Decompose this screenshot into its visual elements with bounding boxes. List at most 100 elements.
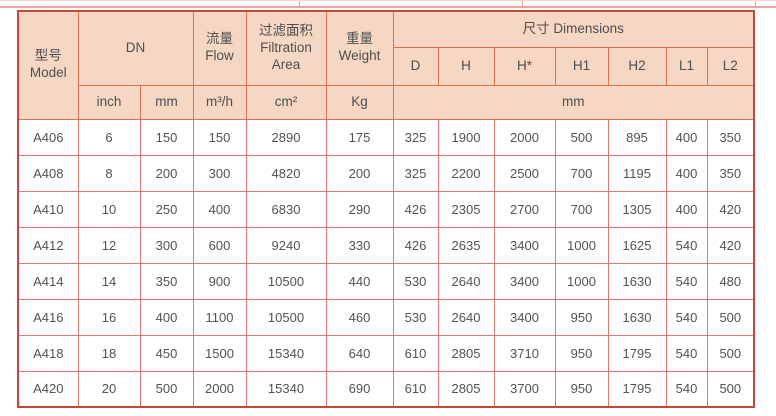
cell-d: 426 <box>392 190 439 228</box>
cell-model: A418 <box>17 334 79 372</box>
cell-flow: 1100 <box>192 298 247 336</box>
cell-h1: 950 <box>554 370 609 408</box>
header-dim-d: D <box>392 46 439 86</box>
header-model-en: Model <box>29 65 67 81</box>
table-row: A420 20 500 2000 15340 690 610 2805 3700… <box>17 370 755 408</box>
cell-model: A414 <box>17 262 79 300</box>
header-model-zh: 型号 <box>34 48 62 64</box>
cell-l1: 540 <box>665 334 708 372</box>
cell-area: 15340 <box>245 334 327 372</box>
cell-area: 10500 <box>245 262 327 300</box>
cell-flow: 150 <box>192 118 247 156</box>
cell-l2: 500 <box>706 370 755 408</box>
cell-weight: 640 <box>325 334 394 372</box>
cell-h: 2640 <box>437 262 495 300</box>
cell-l1: 400 <box>665 154 708 192</box>
cell-l1: 540 <box>665 298 708 336</box>
cell-l2: 500 <box>706 334 755 372</box>
previous-table-bottom-edge <box>0 0 776 8</box>
header-row-1: 型号 Model DN 流量 Flow 过滤面积 Filtration Area… <box>17 10 755 120</box>
cell-area: 15340 <box>245 370 327 408</box>
cell-inch: 16 <box>77 298 141 336</box>
cell-l2: 420 <box>706 190 755 228</box>
header-filtration-en1: Filtration <box>260 39 312 55</box>
cell-mm: 200 <box>139 154 194 192</box>
cell-weight: 330 <box>325 226 394 264</box>
cell-d: 610 <box>392 370 439 408</box>
table-row: A412 12 300 600 9240 330 426 2635 3400 1… <box>17 226 755 264</box>
cell-d: 325 <box>392 154 439 192</box>
header-row-3: inch mm m³/h cm² Kg mm <box>18 84 755 120</box>
cell-h: 2200 <box>437 154 495 192</box>
cell-mm: 400 <box>139 298 194 336</box>
cell-weight: 690 <box>325 370 394 408</box>
cell-flow: 2000 <box>192 370 247 408</box>
cell-mm: 450 <box>139 334 194 372</box>
cell-d: 530 <box>392 298 439 336</box>
cell-weight: 175 <box>325 118 394 156</box>
cell-mm: 350 <box>139 262 194 300</box>
header-dim-h: H <box>437 46 495 86</box>
cell-area: 4820 <box>245 154 327 192</box>
cell-h2: 1630 <box>607 298 667 336</box>
cell-h2: 895 <box>607 118 667 156</box>
table-row: A416 16 400 1100 10500 460 530 2640 3400… <box>17 298 755 336</box>
header-row-2: D H H* H1 H2 L1 L2 <box>18 46 755 86</box>
cell-mm: 250 <box>139 190 194 228</box>
cell-area: 10500 <box>245 298 327 336</box>
cell-area: 2890 <box>245 118 327 156</box>
header-filtration-en2: Area <box>271 56 301 72</box>
cell-hstar: 2000 <box>493 118 556 156</box>
cell-l2: 500 <box>706 298 755 336</box>
header-weight-zh: 重量 <box>346 31 373 47</box>
cell-h1: 700 <box>554 190 609 228</box>
cell-l1: 540 <box>665 370 708 408</box>
cell-inch: 14 <box>77 262 141 300</box>
cell-area: 9240 <box>245 226 327 264</box>
cell-mm: 150 <box>139 118 194 156</box>
cell-area: 6830 <box>245 190 327 228</box>
cell-hstar: 3400 <box>493 262 556 300</box>
header-dimensions: 尺寸 Dimensions <box>392 10 755 48</box>
header-dim-h1: H1 <box>554 46 609 86</box>
cell-hstar: 3400 <box>493 226 556 264</box>
cell-l2: 350 <box>706 118 755 156</box>
cell-weight: 440 <box>325 262 394 300</box>
cell-hstar: 2700 <box>493 190 556 228</box>
cell-h1: 500 <box>554 118 609 156</box>
cell-h2: 1305 <box>607 190 667 228</box>
unit-weight: Kg <box>325 84 394 120</box>
cell-model: A416 <box>17 298 79 336</box>
cell-h1: 950 <box>554 334 609 372</box>
table-row: A406 6 150 150 2890 175 325 1900 2000 50… <box>17 118 755 156</box>
cell-inch: 8 <box>77 154 141 192</box>
cell-l2: 350 <box>706 154 755 192</box>
unit-flow: m³/h <box>192 84 247 120</box>
cell-h2: 1630 <box>607 262 667 300</box>
cell-h2: 1195 <box>607 154 667 192</box>
cell-flow: 400 <box>192 190 247 228</box>
header-dim-l2: L2 <box>706 46 755 86</box>
cell-model: A410 <box>17 190 79 228</box>
cell-weight: 200 <box>325 154 394 192</box>
cell-l1: 540 <box>665 226 708 264</box>
cell-l1: 540 <box>665 262 708 300</box>
header-filtration-area: 过滤面积 Filtration Area <box>245 10 327 86</box>
cell-l1: 400 <box>665 190 708 228</box>
cell-h: 2640 <box>437 298 495 336</box>
cell-hstar: 3710 <box>493 334 556 372</box>
spec-table: 型号 Model DN 流量 Flow 过滤面积 Filtration Area… <box>17 10 756 408</box>
cell-h1: 700 <box>554 154 609 192</box>
cell-h: 2635 <box>437 226 495 264</box>
cell-hstar: 2500 <box>493 154 556 192</box>
cell-h2: 1795 <box>607 370 667 408</box>
cell-hstar: 3400 <box>493 298 556 336</box>
cell-mm: 300 <box>139 226 194 264</box>
cell-h1: 1000 <box>554 262 609 300</box>
cell-inch: 20 <box>77 370 141 408</box>
cell-d: 325 <box>392 118 439 156</box>
cell-model: A412 <box>17 226 79 264</box>
cell-l2: 420 <box>706 226 755 264</box>
cell-h: 2305 <box>437 190 495 228</box>
cell-h: 1900 <box>437 118 495 156</box>
